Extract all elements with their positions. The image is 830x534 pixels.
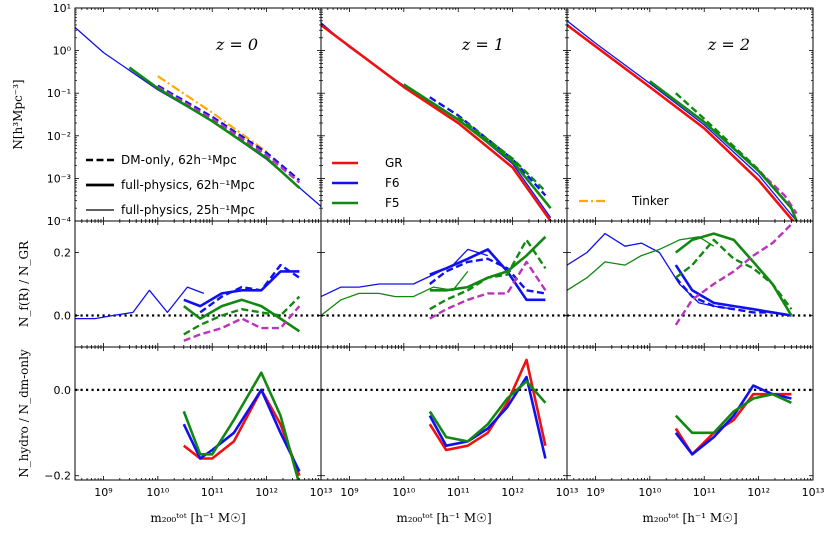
x-tick-label: 10¹⁰ [392, 486, 415, 499]
redshift-label: z = 1 [461, 35, 504, 54]
panel-frame [74, 220, 322, 348]
y-tick-label: 10⁻⁴ [47, 215, 72, 228]
ratio-dm-f6-line [182, 388, 301, 472]
panel-frame [320, 346, 568, 481]
y-tick-label: 10¹ [53, 2, 71, 15]
ratio-dm-gr-line [183, 388, 301, 477]
ratio-gr-f5-62mpc-line [183, 298, 301, 333]
x-axis-label: m₂₀₀ᵗᵒᵗ [h⁻¹ M☉] [396, 511, 491, 525]
ratio-dm-gr-line [428, 358, 547, 452]
ratio-gr-f5-62mpc-line [675, 232, 793, 317]
panel-frame [74, 346, 322, 481]
y-tick-label: 10⁻¹ [47, 87, 71, 100]
x-tick-label: 10¹¹ [447, 486, 470, 499]
legend-color-label: GR [385, 156, 403, 170]
legend-layer: DM-only, 62h⁻¹Mpc full-physics, 62h⁻¹Mpc f… [86, 153, 669, 217]
ratio-gr-f6-62mpc-line [429, 248, 546, 302]
ratio-gr-f5-25mpc-line [321, 270, 469, 317]
abundance-f6-dm-only-line [157, 84, 301, 182]
legend-color-label: F6 [385, 176, 400, 190]
x-tick-label: 10¹³ [310, 486, 333, 499]
y-tick-label: 10⁰ [53, 45, 72, 58]
abundance-f5-dm-only-line [157, 85, 301, 184]
ratio-dm-f5-line [182, 371, 300, 480]
legend-linestyle-label: full-physics, 62h⁻¹Mpc [121, 178, 255, 192]
x-tick-label: 10¹³ [556, 486, 579, 499]
panel-frame [566, 220, 814, 348]
abundance-f5-dm-only-line [674, 92, 793, 209]
ratio-gr-f6-25mpc-line [321, 248, 488, 298]
ratio-gr-f5-dm-only-line [183, 295, 301, 336]
legend-linestyle-label: full-physics, 25h⁻¹Mpc [121, 203, 255, 217]
ratio-gr-f6-dm-only-line [429, 257, 546, 295]
y-tick-label: 10⁻³ [47, 172, 71, 185]
y-tick-label: 0.0 [54, 310, 72, 323]
redshift-label: z = 2 [707, 35, 750, 54]
ratio-gr-gr-dm-only-line [674, 223, 793, 326]
ratio-gr-f5-25mpc-line [567, 236, 715, 291]
x-tick-label: 10¹¹ [693, 486, 716, 499]
panel-frame [320, 220, 568, 348]
frame-layer: 10⁹ 10¹⁰ 10¹¹ 10¹² 10¹³ m₂₀₀ᵗᵒᵗ [h⁻¹ M☉] 10⁹ 10… [11, 2, 824, 525]
x-tick-label: 10⁹ [340, 486, 358, 499]
abundance-gr-line [321, 23, 552, 221]
x-axis-label: m₂₀₀ᵗᵒᵗ [h⁻¹ M☉] [150, 511, 245, 525]
y-tick-label: 10⁻² [47, 130, 71, 143]
abundance-tinker-line [157, 75, 268, 153]
ratio-dm-f5-line [428, 379, 547, 443]
ratio-dm-f5-line [674, 392, 792, 435]
ratio-gr-f5-dm-only-line [675, 238, 793, 310]
x-tick-label: 10⁹ [586, 486, 604, 499]
y-axis-label: N_hydro / N_dm-only [17, 349, 31, 478]
ratio-gr-f5-dm-only-line [429, 238, 547, 311]
abundance-f5-dm-only-line [457, 115, 547, 193]
legend-tinker-label: Tinker [631, 194, 669, 208]
x-tick-label: 10¹¹ [201, 486, 224, 499]
ratio-gr-f6-dm-only-line [199, 263, 301, 314]
plot-layer [75, 20, 813, 480]
ratio-dm-f6-line [428, 375, 547, 459]
x-axis-label: m₂₀₀ᵗᵒᵗ [h⁻¹ M☉] [642, 511, 737, 525]
ratio-gr-f6-25mpc-line [75, 286, 205, 320]
legend-linestyle-label: DM-only, 62h⁻¹Mpc [121, 153, 237, 167]
x-tick-label: 10¹⁰ [638, 486, 661, 499]
legend-color-label: F5 [385, 196, 400, 210]
ratio-dm-gr-line [674, 392, 792, 456]
ratio-gr-f6-dm-only-line [674, 276, 792, 317]
y-axis-label: N[h³Mpc⁻³] [11, 79, 25, 149]
y-tick-label: 0.0 [54, 384, 72, 397]
abundance-gr-line [567, 23, 795, 221]
redshift-label: z = 0 [215, 35, 258, 54]
x-tick-label: 10¹² [747, 486, 770, 499]
abundance-f5-line [649, 80, 798, 221]
abundance-dm-only-line [567, 20, 798, 221]
abundance-f5-line [403, 83, 552, 210]
y-axis-label: N_f(R) / N_GR [17, 240, 31, 327]
ratio-gr-f6-25mpc-line [567, 232, 734, 310]
y-tick-label: −0.2 [44, 470, 71, 483]
x-tick-label: 10¹² [255, 486, 278, 499]
y-tick-label: 0.2 [54, 247, 72, 260]
x-tick-label: 10¹² [501, 486, 524, 499]
x-tick-label: 10¹⁰ [146, 486, 169, 499]
panel-frame [566, 346, 814, 481]
x-tick-label: 10⁹ [94, 486, 112, 499]
x-tick-label: 10¹³ [802, 486, 825, 499]
ratio-gr-f6-62mpc-line [183, 270, 300, 308]
ratio-gr-gr-dm-only-line [429, 260, 547, 320]
abundance-f5-line [128, 66, 301, 189]
